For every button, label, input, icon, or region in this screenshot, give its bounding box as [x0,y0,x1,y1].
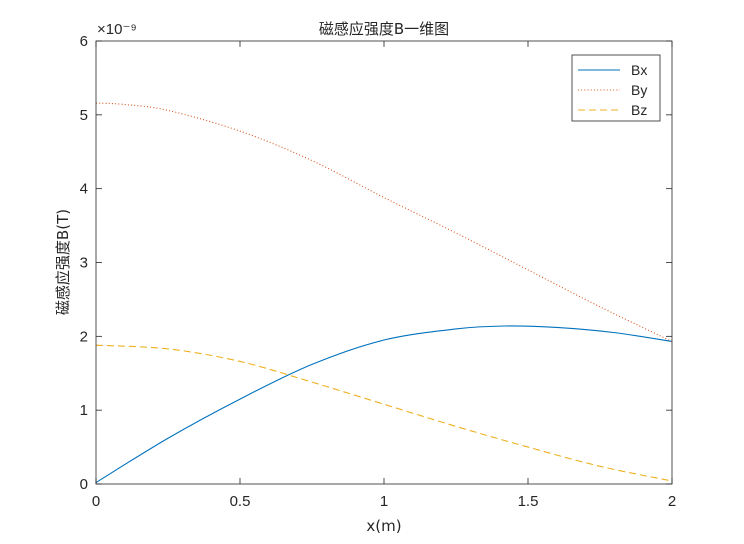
y-tick-label: 0 [80,476,88,493]
y-axis-label: 磁感应强度B(T) [54,209,72,315]
y-tick-label: 4 [80,181,88,198]
y-tick-label: 5 [80,107,88,124]
y-tick-label: 1 [80,402,88,419]
series-line-bx [95,325,673,483]
y-axis-exponent-label: ×10⁻⁹ [97,21,137,38]
x-tick-label: 1.5 [518,493,539,510]
x-tick-label: 1 [380,493,388,510]
x-tick-label: 0 [92,493,100,510]
y-tick-label: 2 [80,328,88,345]
legend-label-bz: Bz [631,102,647,118]
legend: Bx By Bz [571,54,661,122]
legend-label-bx: Bx [631,62,647,78]
x-tick-label: 2 [668,493,676,510]
chart-title: 磁感应强度B一维图 [319,20,449,38]
x-tick-label: 0.5 [230,493,251,510]
y-tick-label: 6 [80,33,88,50]
ticks-layer: 0 0.5 1 1.5 2 0 1 2 3 4 5 6 [80,33,677,510]
x-axis-label: x(m) [366,517,401,535]
legend-label-by: By [631,82,647,98]
series-line-by [95,102,673,342]
series-line-bz [95,344,673,482]
y-tick-label: 3 [80,255,88,272]
series-layer [95,102,673,483]
